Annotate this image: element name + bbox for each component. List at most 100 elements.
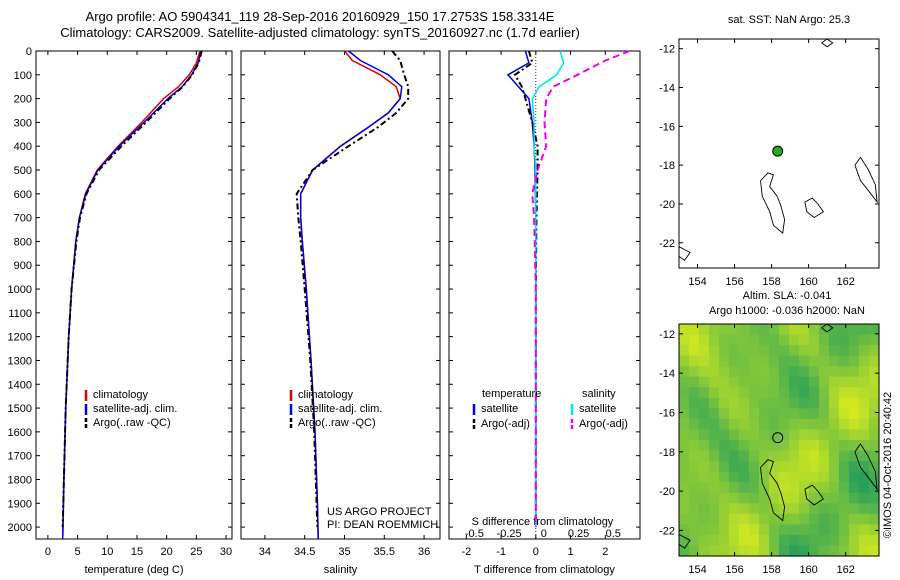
sla-cell xyxy=(819,355,830,367)
y-tick-label: -14 xyxy=(659,83,675,95)
sla-cell xyxy=(799,408,810,420)
sla-cell xyxy=(769,503,780,515)
sla-cell xyxy=(789,334,800,346)
sla-cell xyxy=(789,524,800,536)
sla-cell xyxy=(869,534,880,547)
sla-cell xyxy=(849,355,860,367)
legend-label: Argo(..raw -QC) xyxy=(93,417,171,429)
sla-cell xyxy=(679,418,690,431)
sla-cell xyxy=(689,534,700,547)
sla-cell xyxy=(779,429,790,441)
sla-cell xyxy=(749,334,760,346)
y-tick-label: 200 xyxy=(14,94,32,106)
sla-cell xyxy=(749,461,760,473)
sla-cell xyxy=(679,408,690,420)
sla-cell xyxy=(719,334,730,346)
sla-cell xyxy=(749,450,760,462)
sla-cell xyxy=(679,387,690,399)
coastline-contour xyxy=(678,534,691,549)
legend-label: satellite-adj. clim. xyxy=(298,403,382,415)
y-tick-label: 300 xyxy=(14,117,32,129)
y-tick-label: 0 xyxy=(26,46,32,58)
sla-cell xyxy=(699,408,710,420)
sla-cell xyxy=(719,366,730,378)
y-tick-label: 1400 xyxy=(8,379,32,391)
sla-cell xyxy=(719,418,730,431)
sla-cell xyxy=(689,471,700,483)
sla-cell xyxy=(819,545,830,557)
sla-cell xyxy=(739,324,750,336)
sla-cell xyxy=(749,355,760,367)
sla-cell xyxy=(819,450,830,462)
sla-cell xyxy=(739,482,750,494)
sla-cell xyxy=(829,545,840,557)
sla-cell xyxy=(779,513,790,525)
sla-cell xyxy=(759,366,770,378)
legend-label: climatology xyxy=(93,389,149,401)
sla-cell xyxy=(709,545,720,557)
sla-cell xyxy=(849,408,860,420)
sla-cell xyxy=(799,450,810,462)
sla-cell xyxy=(869,461,880,473)
sla-cell xyxy=(869,440,880,452)
sla-cell xyxy=(769,355,780,367)
series-line xyxy=(61,50,201,540)
sla-cell xyxy=(809,345,820,357)
y-tick-label: 1200 xyxy=(8,332,32,344)
sla-cell xyxy=(839,450,850,462)
sla-cell xyxy=(789,376,800,388)
sla-cell xyxy=(689,324,700,336)
sla-cell xyxy=(719,545,730,557)
series-line xyxy=(61,50,202,540)
map-frame xyxy=(678,323,880,557)
side-timestamp-label: ©IMOS 04-Oct-2016 20:40:42 xyxy=(882,392,894,538)
sla-cell xyxy=(829,387,840,399)
sla-cell xyxy=(769,408,780,420)
sla-cell xyxy=(709,440,720,452)
coastline-contour xyxy=(678,246,691,261)
sla-cell xyxy=(809,334,820,346)
sla-cell xyxy=(869,387,880,399)
sla-cell xyxy=(809,440,820,452)
sla-cell xyxy=(729,440,740,452)
sla-cell xyxy=(739,376,750,388)
sla-cell xyxy=(679,397,690,409)
sla-cell xyxy=(689,461,700,473)
sla-cell xyxy=(699,418,710,431)
sla-cell xyxy=(739,345,750,357)
x-tick-label: 162 xyxy=(836,276,854,288)
sla-cell xyxy=(849,534,860,547)
sla-cell xyxy=(769,482,780,494)
sla-cell xyxy=(799,524,810,536)
sla-cell xyxy=(769,418,780,431)
y-tick-label: 1600 xyxy=(8,427,32,439)
sla-cell xyxy=(789,513,800,525)
sla-cell xyxy=(749,345,760,357)
sla-cell xyxy=(729,471,740,483)
sla-cell xyxy=(839,376,850,388)
sla-cell xyxy=(839,545,850,557)
sla-cell xyxy=(769,545,780,557)
y-tick-label: -18 xyxy=(659,160,675,172)
sla-cell xyxy=(829,513,840,525)
sla-cell xyxy=(699,429,710,441)
sla-cell xyxy=(869,492,880,504)
sla-cell xyxy=(759,492,770,504)
x-tick-label: 160 xyxy=(799,276,817,288)
sla-cell xyxy=(679,482,690,494)
sst-map-panel: 154 156 158 160 162 -12 -14 -16 -18 -20 -22 sat. SS… xyxy=(659,14,880,288)
sla-cell xyxy=(829,397,840,409)
sla-cell xyxy=(769,471,780,483)
x-axis-label: salinity xyxy=(324,564,358,576)
sla-cell xyxy=(789,534,800,547)
sla-cell xyxy=(839,534,850,547)
sla-cell xyxy=(799,534,810,547)
sla-cell xyxy=(859,387,870,399)
sla-cell xyxy=(719,534,730,547)
sla-cell xyxy=(809,492,820,504)
sla-cell xyxy=(799,545,810,557)
sla-cell xyxy=(679,345,690,357)
y-tick-label: 600 xyxy=(14,189,32,201)
sla-cell xyxy=(839,355,850,367)
sla-cell xyxy=(849,334,860,346)
